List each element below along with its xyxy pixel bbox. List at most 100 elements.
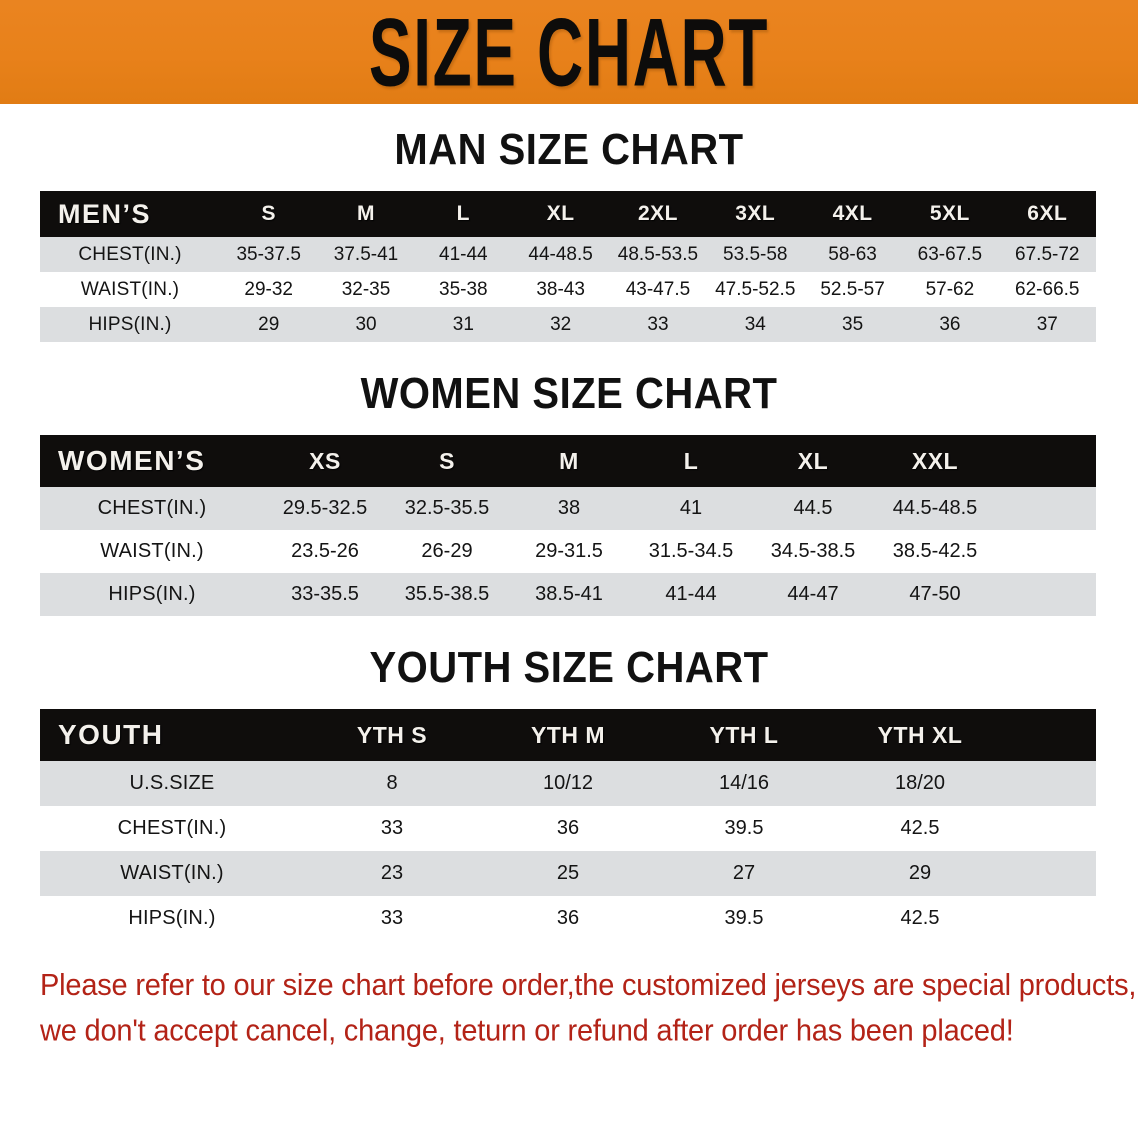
man-column-header-xl: XL: [511, 191, 610, 237]
man-waist-m: 32-35: [317, 272, 415, 307]
man-chest-l: 41-44: [414, 237, 512, 272]
youth-column-header-m: YTH M: [480, 709, 656, 761]
women-waist-xxl: 38.5-42.5: [874, 530, 996, 573]
man-hips-6xl: 37: [998, 307, 1096, 342]
man-row-label-chest: CHEST(IN.): [40, 237, 221, 272]
youth-us-size-m: 10/12: [480, 761, 656, 806]
table-row: WAIST(IN.) 29-32 32-35 35-38 38-43 43-47…: [40, 272, 1096, 307]
youth-chest-m: 36: [480, 806, 656, 851]
women-column-header-s: S: [386, 435, 508, 487]
youth-waist-l: 27: [656, 851, 832, 896]
women-size-table: WOMEN’S XS S M L XL XXL CHEST(IN.) 29.5-…: [40, 435, 1096, 616]
women-chest-s: 32.5-35.5: [386, 487, 508, 530]
women-chest-spacer: [996, 487, 1096, 530]
women-chest-xxl: 44.5-48.5: [874, 487, 996, 530]
women-hips-xl: 44-47: [752, 573, 874, 616]
man-chest-4xl: 58-63: [803, 237, 902, 272]
youth-us-size-spacer: [1008, 761, 1096, 806]
women-chest-xs: 29.5-32.5: [264, 487, 386, 530]
youth-hips-s: 33: [304, 896, 480, 941]
youth-chest-l: 39.5: [656, 806, 832, 851]
man-chest-3xl: 53.5-58: [706, 237, 804, 272]
women-chest-l: 41: [630, 487, 752, 530]
youth-waist-s: 23: [304, 851, 480, 896]
youth-hips-l: 39.5: [656, 896, 832, 941]
man-column-header-s: S: [220, 191, 318, 237]
man-waist-l: 35-38: [414, 272, 512, 307]
youth-hips-xl: 42.5: [832, 896, 1008, 941]
women-row-label-hips: HIPS(IN.): [40, 573, 264, 616]
women-section-title: WOMEN SIZE CHART: [360, 370, 778, 418]
youth-table-header-row: YOUTH YTH S YTH M YTH L YTH XL: [40, 709, 1096, 761]
man-hips-l: 31: [414, 307, 512, 342]
women-column-header-xl: XL: [752, 435, 874, 487]
youth-chest-xl: 42.5: [832, 806, 1008, 851]
women-row-label-chest: CHEST(IN.): [40, 487, 264, 530]
women-hips-spacer: [996, 573, 1096, 616]
chart-sheet: MAN SIZE CHART MEN’S S M L XL 2XL 3XL 4X…: [0, 126, 1138, 1049]
youth-header-spacer: [1008, 709, 1096, 761]
women-hips-l: 41-44: [630, 573, 752, 616]
women-column-header-xxl: XXL: [874, 435, 996, 487]
women-waist-xs: 23.5-26: [264, 530, 386, 573]
women-column-header-m: M: [508, 435, 630, 487]
man-hips-4xl: 35: [803, 307, 902, 342]
disclaimer-line-2: we don't accept cancel, change, teturn o…: [40, 1013, 1014, 1048]
man-waist-4xl: 52.5-57: [803, 272, 902, 307]
youth-waist-spacer: [1008, 851, 1096, 896]
youth-us-size-l: 14/16: [656, 761, 832, 806]
man-hips-5xl: 36: [901, 307, 999, 342]
women-waist-l: 31.5-34.5: [630, 530, 752, 573]
youth-row-label-hips: HIPS(IN.): [40, 896, 304, 941]
disclaimer-note: Please refer to our size chart before or…: [40, 963, 1136, 1054]
youth-row-label-chest: CHEST(IN.): [40, 806, 304, 851]
women-corner-label: WOMEN’S: [40, 435, 264, 487]
man-chest-xl: 44-48.5: [511, 237, 610, 272]
man-waist-s: 29-32: [220, 272, 318, 307]
youth-column-header-xl: YTH XL: [832, 709, 1008, 761]
man-hips-s: 29: [220, 307, 318, 342]
man-column-header-m: M: [317, 191, 415, 237]
man-hips-xl: 32: [511, 307, 610, 342]
youth-row-label-us-size: U.S.SIZE: [40, 761, 304, 806]
man-chest-6xl: 67.5-72: [998, 237, 1096, 272]
man-column-header-l: L: [414, 191, 512, 237]
man-hips-m: 30: [317, 307, 415, 342]
women-waist-spacer: [996, 530, 1096, 573]
table-row: HIPS(IN.) 29 30 31 32 33 34 35 36 37: [40, 307, 1096, 342]
man-waist-5xl: 57-62: [901, 272, 999, 307]
man-size-table: MEN’S S M L XL 2XL 3XL 4XL 5XL 6XL CHEST…: [40, 191, 1096, 342]
women-column-header-xs: XS: [264, 435, 386, 487]
women-table-header-row: WOMEN’S XS S M L XL XXL: [40, 435, 1096, 487]
table-row: HIPS(IN.) 33 36 39.5 42.5: [40, 896, 1096, 941]
youth-us-size-s: 8: [304, 761, 480, 806]
man-waist-xl: 38-43: [511, 272, 610, 307]
women-header-spacer: [996, 435, 1096, 487]
table-row: WAIST(IN.) 23.5-26 26-29 29-31.5 31.5-34…: [40, 530, 1096, 573]
youth-size-table: YOUTH YTH S YTH M YTH L YTH XL U.S.SIZE …: [40, 709, 1096, 941]
youth-corner-label: YOUTH: [40, 709, 304, 761]
man-table-header-row: MEN’S S M L XL 2XL 3XL 4XL 5XL 6XL: [40, 191, 1096, 237]
table-row: U.S.SIZE 8 10/12 14/16 18/20: [40, 761, 1096, 806]
table-row: WAIST(IN.) 23 25 27 29: [40, 851, 1096, 896]
page-banner: SIZE CHART: [0, 0, 1138, 104]
youth-waist-m: 25: [480, 851, 656, 896]
youth-chest-spacer: [1008, 806, 1096, 851]
women-chest-m: 38: [508, 487, 630, 530]
youth-chest-s: 33: [304, 806, 480, 851]
man-chest-5xl: 63-67.5: [901, 237, 999, 272]
man-column-header-3xl: 3XL: [706, 191, 804, 237]
youth-column-header-l: YTH L: [656, 709, 832, 761]
women-waist-s: 26-29: [386, 530, 508, 573]
man-column-header-4xl: 4XL: [803, 191, 902, 237]
man-chest-m: 37.5-41: [317, 237, 415, 272]
women-row-label-waist: WAIST(IN.): [40, 530, 264, 573]
man-waist-6xl: 62-66.5: [998, 272, 1096, 307]
man-column-header-5xl: 5XL: [901, 191, 999, 237]
women-waist-xl: 34.5-38.5: [752, 530, 874, 573]
man-chest-s: 35-37.5: [220, 237, 318, 272]
table-row: HIPS(IN.) 33-35.5 35.5-38.5 38.5-41 41-4…: [40, 573, 1096, 616]
table-row: CHEST(IN.) 35-37.5 37.5-41 41-44 44-48.5…: [40, 237, 1096, 272]
women-chest-xl: 44.5: [752, 487, 874, 530]
man-hips-3xl: 34: [706, 307, 804, 342]
